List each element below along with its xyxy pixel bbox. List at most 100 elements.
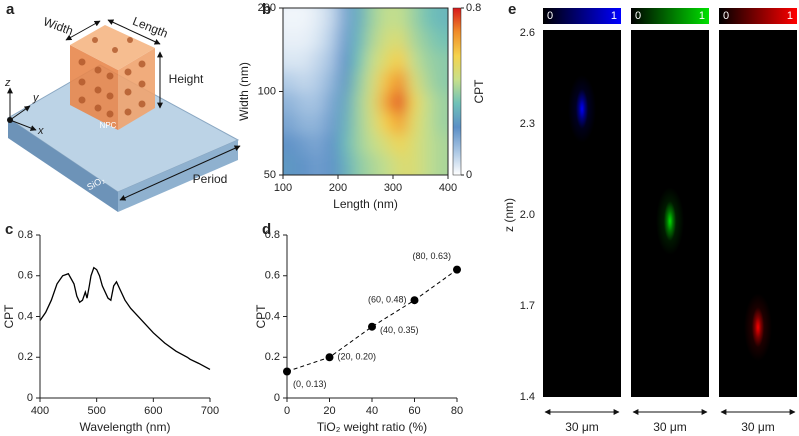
y-tick-label: 0.2	[265, 351, 280, 363]
heatmap-cell	[393, 8, 408, 30]
y-tick-label: 2.0	[520, 209, 535, 221]
heatmap-cell	[379, 49, 394, 72]
heatmap-cell	[365, 49, 380, 72]
z-label: z	[4, 77, 11, 89]
data-label: (40, 0.35)	[380, 325, 419, 335]
heatmap-cell	[283, 29, 298, 51]
data-point	[368, 322, 376, 331]
x-tick-label: 400	[439, 182, 457, 194]
heatmap-cell	[310, 8, 325, 30]
axes: 0 20 40 60 80 0 0.2 0.4 0.6 0.8 TiO₂ weight ratio …	[254, 229, 463, 434]
heatmap-cell	[406, 91, 421, 113]
heatmap-cell	[365, 91, 380, 113]
data-label: (20, 0.20)	[338, 352, 377, 362]
heatmap-cell	[296, 70, 311, 92]
heatmap-cell	[283, 49, 298, 72]
x-tick-label: 400	[31, 405, 49, 417]
data-point	[325, 353, 334, 362]
heatmap-cell	[420, 49, 435, 72]
y-tick-label: 0.8	[265, 229, 280, 241]
y-tick-label: 0	[274, 392, 280, 404]
heatmap-cell	[393, 29, 408, 51]
x-axis-title: Wavelength (nm)	[80, 420, 171, 434]
colorbar	[719, 8, 797, 24]
data-label: (0, 0.13)	[293, 379, 327, 389]
heatmap-cell	[351, 153, 366, 175]
colorbar-tick-label: 0	[723, 10, 729, 22]
colorbar-tick-label: 0	[547, 10, 553, 22]
heatmap-cell	[379, 29, 394, 51]
heatmap-cell	[338, 8, 353, 30]
x-label: x	[37, 125, 44, 137]
y-tick-label: 200	[258, 2, 276, 14]
y-axis-title: CPT	[254, 304, 268, 329]
heatmap	[283, 8, 448, 175]
heatmap-cell	[296, 153, 311, 175]
colorbar-tick-label: 0	[635, 10, 641, 22]
heatmap-cell	[379, 8, 394, 30]
y-axis-title: CPT	[2, 304, 16, 329]
heatmap-cell	[310, 112, 325, 134]
heatmap-cell	[324, 133, 339, 154]
scale-bar-label: 30 μm	[653, 420, 687, 434]
heatmap-cell	[420, 70, 435, 92]
colorbar-tick-label: 1	[699, 10, 705, 22]
heatmap-cell	[310, 91, 325, 113]
substrate-left	[8, 118, 118, 212]
heatmap-cell	[365, 133, 380, 154]
colorbar-tick-label: 0.8	[466, 2, 481, 14]
heatmap-cells	[283, 8, 448, 175]
y-axis-title: Width (nm)	[237, 62, 251, 121]
colorbar-title: CPT	[472, 79, 486, 104]
heatmap-cell	[420, 133, 435, 154]
x-axis	[9, 119, 37, 131]
heatmap-cell	[324, 91, 339, 113]
heatmap-cell	[296, 8, 311, 30]
heatmap-cell	[406, 112, 421, 134]
colorbar	[452, 7, 462, 176]
y-tick-label: 0.6	[265, 270, 280, 282]
origin	[7, 117, 13, 123]
scale-bar-label: 30 μm	[741, 420, 775, 434]
heatmap-cell	[365, 29, 380, 51]
heatmap-cell	[283, 8, 298, 30]
x-tick-label: 40	[366, 405, 378, 417]
heatmap-cell	[393, 70, 408, 92]
heatmap-cell	[420, 8, 435, 30]
heatmap-cell	[310, 70, 325, 92]
heatmap-cell	[365, 112, 380, 134]
heatmap-cell	[393, 112, 408, 134]
heatmap-cell	[351, 91, 366, 113]
length-label: Length	[131, 14, 170, 41]
y-tick-label: 1.7	[520, 300, 535, 312]
y-tick-label: 0.4	[265, 310, 280, 322]
plot-frame	[282, 7, 449, 176]
heatmap-cell	[420, 112, 435, 134]
data-point	[453, 265, 461, 274]
colorbar	[543, 8, 621, 24]
y-label: y	[32, 92, 40, 104]
heatmap-cell	[338, 49, 353, 72]
colorbar	[631, 8, 709, 24]
heatmap-cell	[393, 153, 408, 175]
heatmap-cell	[406, 29, 421, 51]
heatmap-cell	[324, 49, 339, 72]
heatmap-cell	[393, 49, 408, 72]
width-label: Width	[41, 14, 75, 38]
x-tick-label: 700	[201, 405, 219, 417]
heatmap-cell	[393, 91, 408, 113]
heatmap-cell	[324, 8, 339, 30]
period-arrow	[119, 145, 241, 201]
heatmap-cell	[434, 153, 448, 175]
panel-letter: a	[6, 1, 15, 18]
heatmap-cell	[434, 8, 448, 30]
heatmap-cell	[283, 112, 298, 134]
x-tick-label: 20	[323, 405, 335, 417]
heatmap-cell	[365, 153, 380, 175]
heatmap-cell	[283, 133, 298, 154]
heatmap-cell	[434, 70, 448, 92]
heatmap-cell	[434, 29, 448, 51]
heatmap-cell	[351, 112, 366, 134]
